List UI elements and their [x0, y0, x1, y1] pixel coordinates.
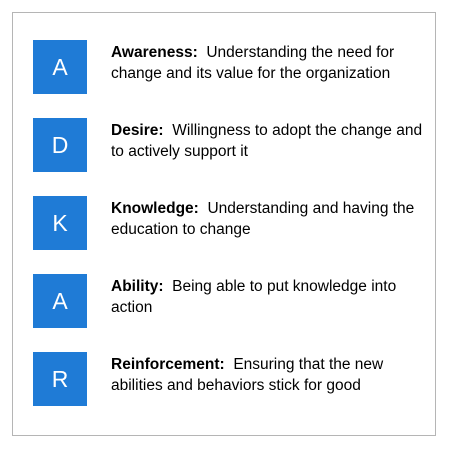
adkar-item-knowledge: K Knowledge: Understanding and having th… — [33, 196, 428, 250]
item-term: Knowledge: — [111, 200, 199, 217]
item-text: Ability: Being able to put knowledge int… — [111, 276, 426, 318]
letter-badge: K — [33, 196, 87, 250]
item-text: Reinforcement: Ensuring that the new abi… — [111, 354, 426, 396]
item-description: Ensuring that the new abilities and beha… — [111, 356, 384, 394]
adkar-item-ability: A Ability: Being able to put knowledge i… — [33, 274, 428, 328]
letter-badge: D — [33, 118, 87, 172]
adkar-item-reinforcement: R Reinforcement: Ensuring that the new a… — [33, 352, 428, 406]
item-term: Reinforcement: — [111, 356, 225, 373]
item-text: Knowledge: Understanding and having the … — [111, 198, 426, 240]
adkar-item-desire: D Desire: Willingness to adopt the chang… — [33, 118, 428, 172]
item-term: Ability: — [111, 278, 164, 295]
item-term: Awareness: — [111, 44, 198, 61]
item-description: Understanding the need for change and it… — [111, 44, 395, 82]
adkar-item-awareness: A Awareness: Understanding the need for … — [33, 40, 428, 94]
item-description: Understanding and having the education t… — [111, 200, 415, 238]
item-text: Desire: Willingness to adopt the change … — [111, 120, 426, 162]
item-text: Awareness: Understanding the need for ch… — [111, 42, 426, 84]
adkar-panel: A Awareness: Understanding the need for … — [12, 12, 436, 436]
letter-badge: R — [33, 352, 87, 406]
letter-badge: A — [33, 40, 87, 94]
item-description: Willingness to adopt the change and to a… — [111, 122, 423, 160]
item-description: Being able to put knowledge into action — [111, 278, 397, 316]
item-term: Desire: — [111, 122, 164, 139]
letter-badge: A — [33, 274, 87, 328]
